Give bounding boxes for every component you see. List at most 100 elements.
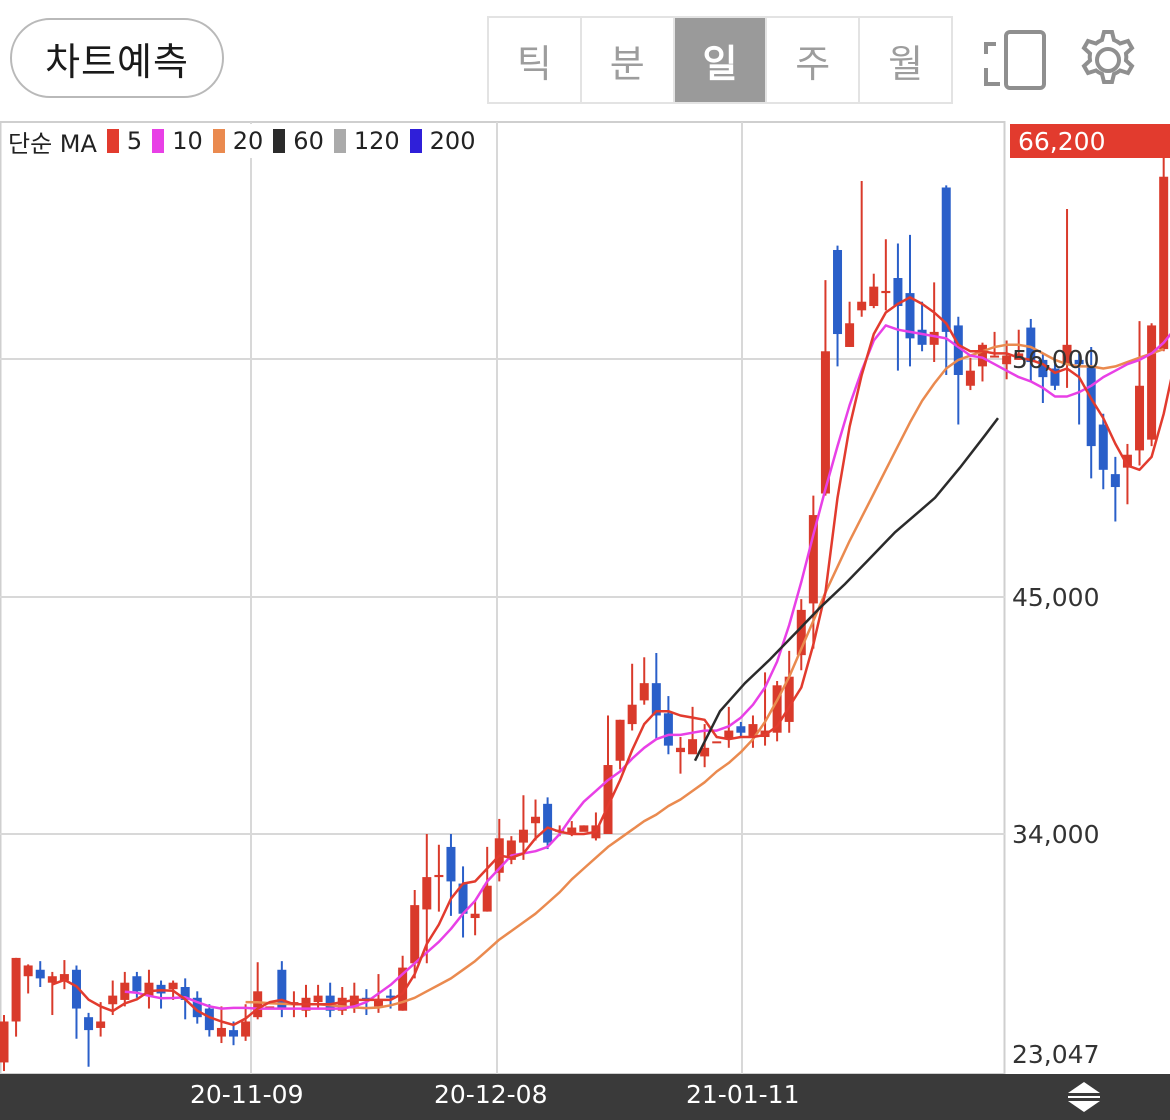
candle-up <box>373 999 383 1007</box>
candle-up <box>881 290 891 294</box>
candle-up <box>1002 355 1012 365</box>
candle-down <box>905 293 915 339</box>
candle-up <box>59 974 69 981</box>
candle-up <box>482 885 492 912</box>
candle-up <box>712 741 722 744</box>
legend-swatch-ma20 <box>212 129 225 153</box>
candle-down <box>71 969 81 1009</box>
candle-up <box>216 1027 226 1037</box>
legend-label-ma200: 200 <box>429 127 476 155</box>
candle-up <box>23 965 33 977</box>
candle-down <box>833 249 843 335</box>
candle-up <box>47 976 57 983</box>
candle-up <box>1147 325 1157 440</box>
candle-up <box>1122 454 1132 468</box>
device-rotate-icon[interactable] <box>980 28 1048 92</box>
candle-up <box>627 704 637 725</box>
ma-legend: 단순 MA 5 10 20 60 120 200 <box>8 124 476 158</box>
candlestick-chart[interactable] <box>0 118 1170 1074</box>
x-tick-label: 20-12-08 <box>434 1080 548 1109</box>
legend-swatch-ma5 <box>106 129 119 153</box>
x-tick-label: 20-11-09 <box>190 1080 304 1109</box>
candle-up <box>506 840 516 860</box>
candle-up <box>579 825 589 832</box>
candle-down <box>651 683 661 716</box>
candle-down <box>1050 368 1060 386</box>
candle-up <box>796 609 806 656</box>
y-tick-label: 56,000 <box>1012 345 1100 374</box>
candle-up <box>857 301 867 311</box>
candle-down <box>1026 327 1036 363</box>
candle-up <box>1159 176 1169 350</box>
tab-month[interactable]: 월 <box>888 41 924 86</box>
candle-down <box>1110 474 1120 488</box>
candle-up <box>724 730 734 740</box>
candle-up <box>615 719 625 761</box>
candle-down <box>1086 366 1096 447</box>
ma10-line <box>124 324 1170 1010</box>
candle-up <box>410 905 420 964</box>
tab-week[interactable]: 주 <box>767 18 861 102</box>
candle-up <box>808 515 818 604</box>
legend-swatch-ma60 <box>273 129 286 153</box>
y-tick-label: 45,000 <box>1012 583 1100 612</box>
candle-up <box>168 982 178 990</box>
legend-type-label: 단순 MA <box>8 129 97 158</box>
candle-up <box>313 995 323 1003</box>
candle-up <box>820 351 830 494</box>
candle-down <box>446 846 456 882</box>
legend-label-ma120: 120 <box>353 127 400 155</box>
period-tabs: 틱 분 일 주 월 <box>487 16 953 104</box>
candle-down <box>192 997 202 1018</box>
y-tick-label: 34,000 <box>1012 820 1100 849</box>
candle-up <box>0 1021 9 1063</box>
candle-up <box>108 995 118 1005</box>
candle-up <box>977 344 987 367</box>
tab-tick[interactable]: 틱 <box>489 18 582 102</box>
resize-arrows-icon[interactable] <box>1064 1080 1104 1114</box>
candle-down <box>1098 424 1108 470</box>
candle-up <box>929 331 939 345</box>
candle-up <box>96 1021 106 1028</box>
ma20-line <box>245 343 1165 1010</box>
candle-down <box>893 278 903 307</box>
gear-icon[interactable] <box>1076 28 1144 92</box>
candle-up <box>434 874 444 878</box>
ma60-line <box>693 417 999 762</box>
candle-up <box>241 1021 251 1037</box>
candle-up <box>422 877 432 910</box>
candle-up <box>990 355 1000 358</box>
top-bar: 차트예측 틱 분 일 주 월 <box>0 0 1170 118</box>
candle-up <box>748 724 758 738</box>
candle-down <box>458 883 468 914</box>
candle-down <box>35 969 45 979</box>
legend-label-ma5: 5 <box>126 127 143 155</box>
candle-down <box>132 976 142 992</box>
candle-up <box>398 967 408 1011</box>
candle-down <box>386 995 396 998</box>
tab-minute[interactable]: 분 <box>582 18 675 102</box>
candle-up <box>700 747 710 757</box>
candle-up <box>1062 344 1072 365</box>
candle-up <box>675 747 685 753</box>
candle-up <box>965 370 975 386</box>
candle-up <box>144 982 154 996</box>
legend-label-ma60: 60 <box>293 127 324 155</box>
candle-up <box>869 286 879 307</box>
candle-up <box>688 739 698 755</box>
tab-day[interactable]: 일 <box>674 18 768 102</box>
ma5-line <box>51 296 1170 1027</box>
legend-swatch-ma120 <box>333 129 346 153</box>
candle-up <box>845 323 855 347</box>
candle-down <box>663 713 673 746</box>
candle-up <box>120 982 130 1000</box>
chart-predict-button[interactable]: 차트예측 <box>10 18 224 98</box>
candle-up <box>784 676 794 722</box>
x-axis-bar[interactable] <box>0 1074 1170 1120</box>
candle-up <box>567 827 577 834</box>
y-tick-label: 23,047 <box>1012 1040 1100 1069</box>
candle-down <box>84 1017 94 1031</box>
candle-up <box>531 816 541 824</box>
legend-swatch-ma10 <box>152 129 165 153</box>
legend-label-ma20: 20 <box>232 127 264 155</box>
